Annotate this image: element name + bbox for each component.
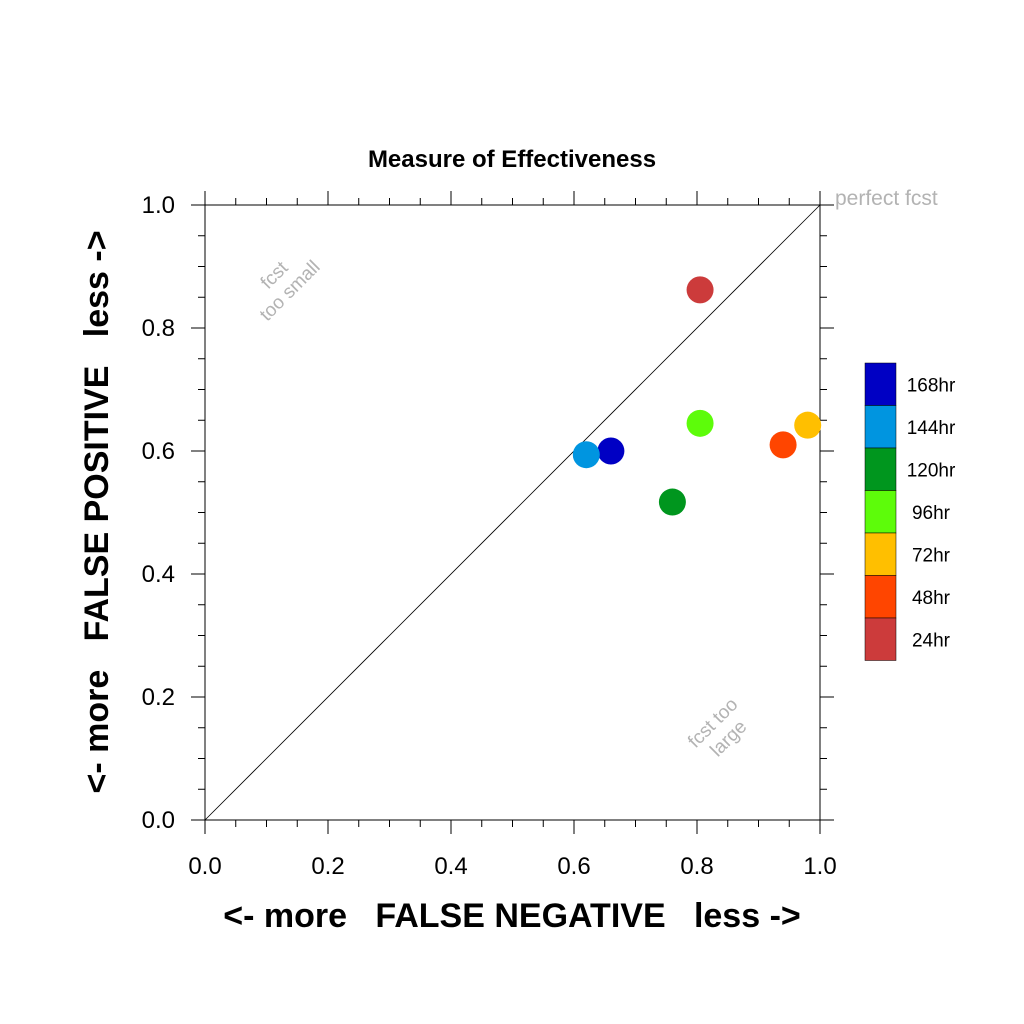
legend-swatch-120hr bbox=[864, 447, 897, 491]
legend-label-168hr: 168hr bbox=[907, 375, 956, 396]
legend-label-144hr: 144hr bbox=[907, 418, 956, 439]
chart-title: Measure of Effectiveness bbox=[368, 146, 656, 173]
annotation-fcst-too-large: fcst too large bbox=[684, 694, 751, 761]
annotation-too-small-line2: too small bbox=[256, 257, 325, 326]
legend-label-24hr: 24hr bbox=[912, 630, 951, 651]
legend-label-96hr: 96hr bbox=[912, 503, 951, 524]
legend-label-72hr: 72hr bbox=[912, 545, 951, 566]
legend-swatch-48hr bbox=[864, 575, 897, 619]
point-48hr bbox=[769, 431, 797, 459]
legend-swatch-96hr bbox=[864, 490, 897, 534]
y-tick-label: 0.8 bbox=[142, 315, 175, 342]
x-axis-label: <- more FALSE NEGATIVE less -> bbox=[223, 897, 801, 935]
point-120hr bbox=[658, 488, 686, 516]
y-tick-label: 0.2 bbox=[142, 684, 175, 711]
y-axis-label: <- more FALSE POSITIVE less -> bbox=[78, 230, 116, 793]
legend: 168hr 144hr 120hr 96hr 72hr 48hr 24hr bbox=[864, 362, 956, 661]
y-tick-label: 0.0 bbox=[142, 807, 175, 834]
x-tick-label: 0.8 bbox=[680, 853, 713, 880]
point-72hr bbox=[794, 411, 822, 439]
y-tick-label: 0.6 bbox=[142, 438, 175, 465]
point-24hr bbox=[686, 276, 714, 304]
point-168hr bbox=[597, 437, 625, 465]
legend-swatch-24hr bbox=[864, 617, 897, 661]
y-tick-label: 0.4 bbox=[142, 561, 175, 588]
legend-swatch-168hr bbox=[864, 362, 897, 406]
legend-swatch-72hr bbox=[864, 532, 897, 576]
y-tick-label: 1.0 bbox=[142, 192, 175, 219]
x-tick-label: 0.0 bbox=[188, 853, 221, 880]
legend-label-48hr: 48hr bbox=[912, 588, 951, 609]
legend-label-120hr: 120hr bbox=[907, 460, 956, 481]
point-144hr bbox=[572, 441, 600, 469]
x-tick-label: 0.2 bbox=[311, 853, 344, 880]
annotation-fcst-too-small: fcst too small bbox=[256, 257, 325, 326]
legend-swatch-144hr bbox=[864, 405, 897, 449]
x-tick-label: 1.0 bbox=[803, 853, 836, 880]
point-96hr bbox=[686, 409, 714, 437]
x-tick-label: 0.6 bbox=[557, 853, 590, 880]
perfect-forecast-diagonal bbox=[204, 204, 821, 821]
plot-area: 0.0 0.2 0.4 0.6 0.8 1.0 0.0 0.2 0.4 0.6 0.8 1.0 bbox=[142, 191, 837, 880]
annotation-perfect-fcst: perfect fcst bbox=[835, 187, 938, 210]
x-tick-label: 0.4 bbox=[434, 853, 467, 880]
